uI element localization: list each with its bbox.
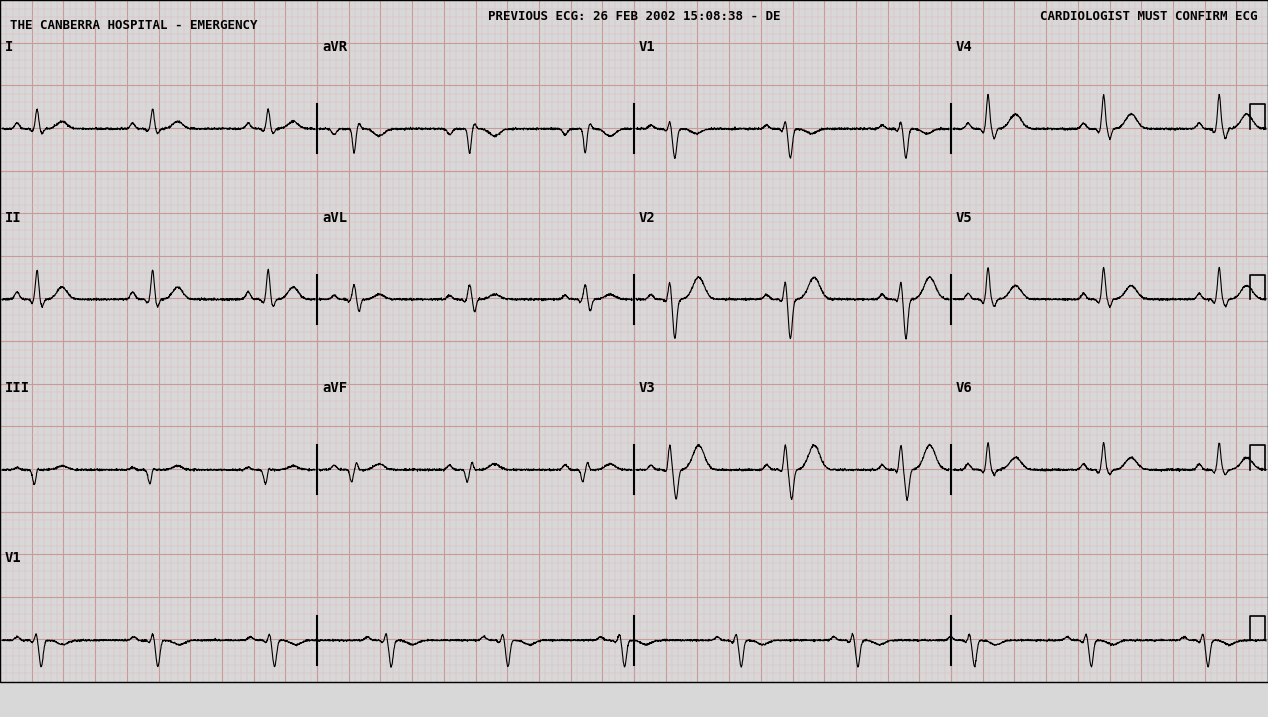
Text: V2: V2	[639, 211, 656, 224]
Text: aVF: aVF	[322, 381, 347, 395]
Text: V5: V5	[956, 211, 973, 224]
Text: III: III	[5, 381, 30, 395]
Text: aVL: aVL	[322, 211, 347, 224]
Text: I: I	[5, 40, 14, 54]
Text: V1: V1	[639, 40, 656, 54]
Text: V1: V1	[5, 551, 22, 566]
Text: aVR: aVR	[322, 40, 347, 54]
Text: V3: V3	[639, 381, 656, 395]
Text: THE CANBERRA HOSPITAL - EMERGENCY: THE CANBERRA HOSPITAL - EMERGENCY	[10, 19, 257, 32]
Text: CARDIOLOGIST MUST CONFIRM ECG: CARDIOLOGIST MUST CONFIRM ECG	[1041, 10, 1258, 23]
Text: II: II	[5, 211, 22, 224]
Text: V6: V6	[956, 381, 973, 395]
Text: V4: V4	[956, 40, 973, 54]
Text: PREVIOUS ECG: 26 FEB 2002 15:08:38 - DE: PREVIOUS ECG: 26 FEB 2002 15:08:38 - DE	[488, 10, 780, 23]
